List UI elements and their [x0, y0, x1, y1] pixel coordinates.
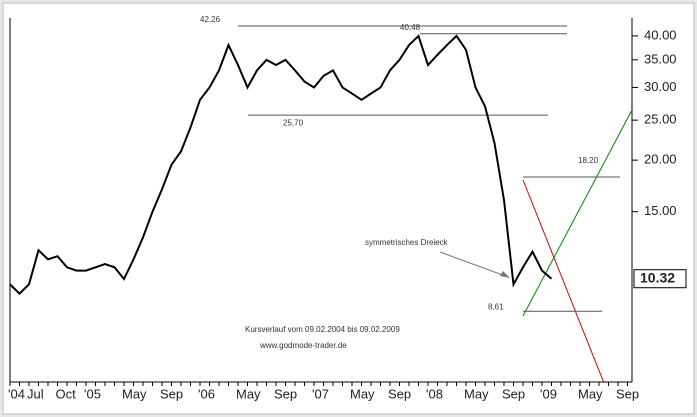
x-tick-label: '08: [426, 386, 443, 401]
x-tick-label: Sep: [502, 386, 525, 401]
y-tick-label: 25.00: [644, 112, 677, 127]
level-label: 25,70: [283, 118, 304, 127]
x-tick-label: May: [578, 386, 603, 401]
x-tick-label: Oct: [56, 386, 77, 401]
x-tick-label: May: [464, 386, 489, 401]
x-tick-label: '06: [198, 386, 215, 401]
annotation-arrow: [439, 251, 509, 278]
annotation: Kursverlauf vom 09.02.2004 bis 09.02.200…: [245, 325, 400, 334]
y-tick-label: 40.00: [644, 27, 677, 42]
x-tick-label: Sep: [388, 386, 411, 401]
x-tick-label: Sep: [160, 386, 183, 401]
x-tick-label: May: [350, 386, 375, 401]
x-tick-label: '05: [84, 386, 101, 401]
y-tick-label: 15.00: [644, 203, 677, 218]
level-label: 40,48: [400, 23, 421, 32]
x-tick-label: Jul: [27, 386, 44, 401]
x-tick-label: '09: [540, 386, 557, 401]
level-label: 42,26: [200, 15, 221, 24]
annotation: symmetrisches Dreieck: [365, 238, 449, 247]
trend-line: [522, 179, 605, 384]
level-label: 18,20: [578, 156, 599, 165]
level-label: 8,61: [488, 302, 504, 311]
y-tick-label: 30.00: [644, 79, 677, 94]
x-tick-label: May: [122, 386, 147, 401]
last-price-box: [633, 269, 687, 289]
x-tick-label: Sep: [616, 386, 639, 401]
price-line: [9, 34, 553, 295]
arrowhead: [500, 271, 510, 278]
x-tick-label: Sep: [274, 386, 297, 401]
x-tick-label: '04: [8, 386, 25, 401]
x-tick-label: May: [236, 386, 261, 401]
last-price-label: 10.32: [640, 269, 675, 285]
annotation: www.godmode-trader.de: [259, 341, 347, 350]
x-tick-label: '07: [312, 386, 329, 401]
y-tick-label: 35.00: [644, 51, 677, 66]
trend-line: [522, 109, 633, 317]
y-tick-label: 20.00: [644, 152, 677, 167]
